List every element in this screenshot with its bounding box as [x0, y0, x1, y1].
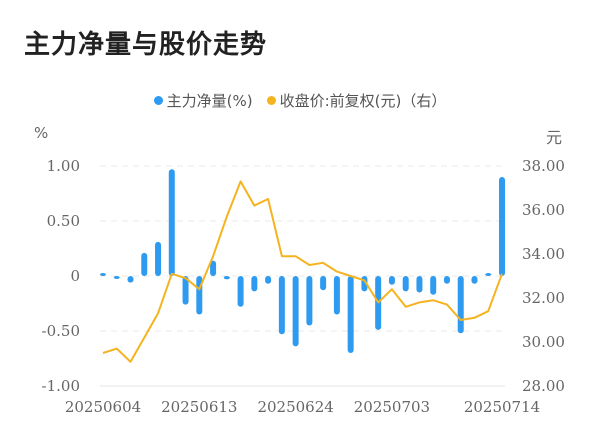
bar[interactable]: [182, 276, 189, 305]
x-axis-tick: 20250703: [354, 398, 430, 416]
bar[interactable]: [168, 169, 175, 276]
left-axis-tick: -1.00: [42, 377, 80, 395]
bar[interactable]: [499, 177, 505, 276]
bar[interactable]: [306, 276, 313, 326]
bar[interactable]: [210, 260, 217, 276]
bar[interactable]: [471, 276, 478, 284]
legend-item-close-price[interactable]: 收盘价:前复权(元)（右）: [266, 90, 447, 111]
bar[interactable]: [100, 273, 106, 276]
right-axis-tick: 28.00: [522, 377, 565, 395]
bar[interactable]: [443, 276, 450, 284]
bar[interactable]: [430, 276, 437, 295]
chart-legend: 主力净量(%) 收盘价:前复权(元)（右）: [0, 90, 600, 111]
left-axis-tick: -0.50: [42, 322, 80, 340]
bar[interactable]: [402, 276, 409, 292]
bar[interactable]: [251, 276, 258, 292]
legend-dot-blue-icon: [153, 96, 163, 105]
bar[interactable]: [485, 273, 492, 276]
bar[interactable]: [320, 276, 327, 291]
bar[interactable]: [155, 241, 162, 276]
bar[interactable]: [278, 276, 285, 335]
right-axis-unit: 元: [546, 128, 563, 147]
bar[interactable]: [457, 276, 464, 334]
bar[interactable]: [237, 276, 244, 307]
left-axis-tick: 1.00: [47, 157, 80, 175]
left-axis-tick: 0: [70, 267, 80, 285]
right-axis-tick: 36.00: [522, 201, 565, 219]
axis-ticks: 1.00 0.50 0 -0.50 -1.00 38.00 36.00 34.00 32.00 3…: [42, 157, 565, 416]
right-axis-tick: 38.00: [522, 157, 565, 175]
bar[interactable]: [265, 276, 272, 284]
right-axis-tick: 32.00: [522, 289, 565, 307]
line-series: [102, 180, 503, 363]
right-axis-tick: 30.00: [522, 333, 565, 351]
legend-dot-orange-icon: [266, 96, 276, 105]
bar[interactable]: [416, 276, 423, 293]
left-axis-tick: 0.50: [47, 212, 80, 230]
bar[interactable]: [223, 276, 230, 280]
bar[interactable]: [333, 276, 340, 315]
gridlines: [100, 165, 505, 387]
x-axis-tick: 20250613: [161, 398, 237, 416]
x-axis-tick: 20250624: [257, 398, 333, 416]
bar[interactable]: [127, 276, 134, 283]
bar[interactable]: [292, 276, 299, 347]
x-axis-tick: 20250714: [464, 398, 540, 416]
price-line[interactable]: [102, 180, 503, 363]
bar-series: [100, 169, 505, 353]
left-axis-unit: %: [34, 124, 49, 142]
bar[interactable]: [141, 252, 148, 276]
chart-title: 主力净量与股价走势: [24, 30, 268, 60]
legend-label: 收盘价:前复权(元)（右）: [279, 92, 447, 110]
right-axis-tick: 34.00: [522, 245, 565, 263]
bar[interactable]: [388, 276, 395, 285]
bar[interactable]: [113, 276, 120, 279]
x-axis-tick: 20250604: [65, 398, 141, 416]
legend-label: 主力净量(%): [166, 92, 253, 110]
bar[interactable]: [347, 276, 354, 353]
legend-item-net-volume[interactable]: 主力净量(%): [153, 90, 253, 111]
